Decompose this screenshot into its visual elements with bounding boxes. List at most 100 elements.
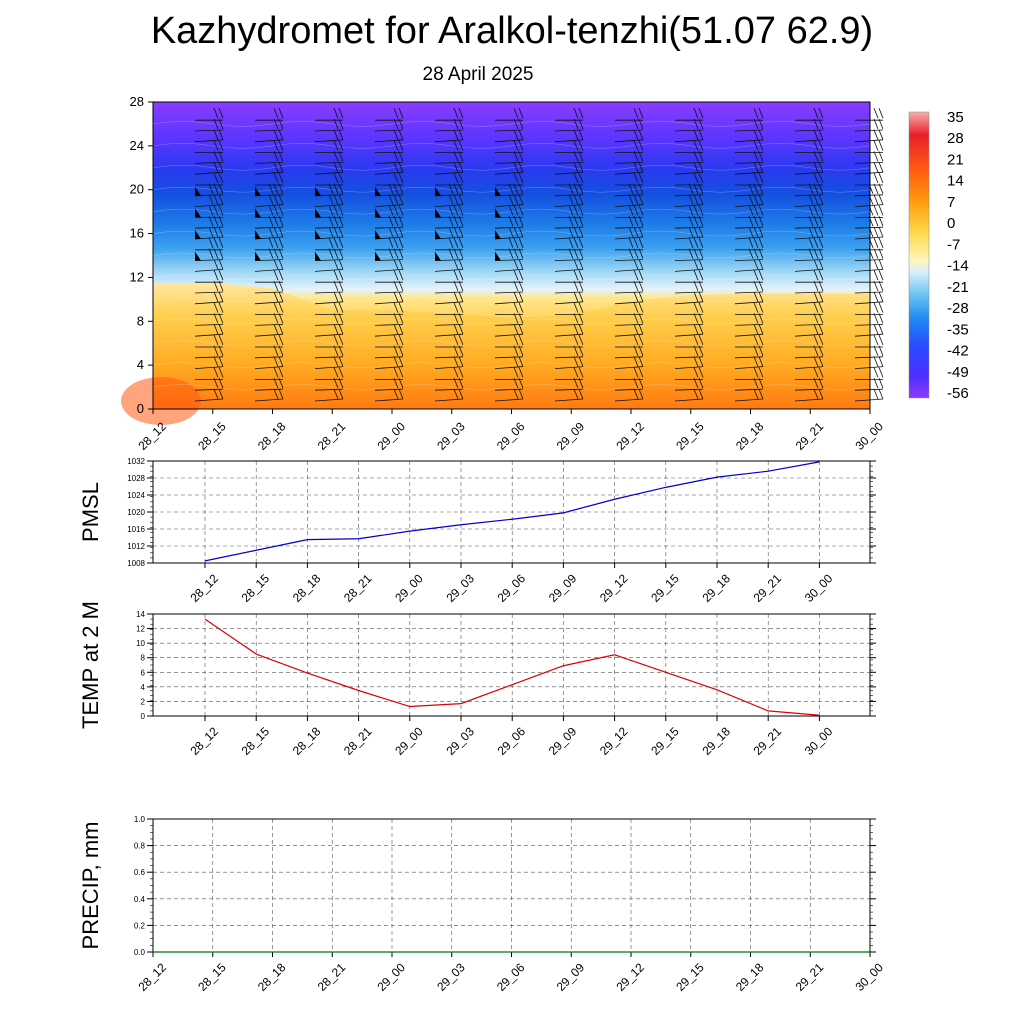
wind-barb bbox=[675, 270, 704, 283]
wind-barb bbox=[314, 118, 344, 132]
wind-barb bbox=[614, 324, 644, 337]
y-tick-label: 14 bbox=[136, 610, 145, 619]
wind-barb bbox=[674, 248, 704, 261]
wind-barb bbox=[674, 129, 704, 143]
wind-barb bbox=[494, 151, 524, 164]
wind-barb bbox=[794, 183, 824, 197]
wind-barb bbox=[674, 118, 704, 132]
wind-barb bbox=[494, 129, 524, 143]
x-tick-label: 29_21 bbox=[751, 724, 785, 758]
wind-barb bbox=[735, 237, 764, 251]
wind-barb bbox=[554, 194, 584, 207]
colorbar-label: -7 bbox=[947, 236, 960, 253]
y-tick-label: 10 bbox=[136, 639, 145, 648]
wind-barb bbox=[434, 313, 464, 326]
wind-barb bbox=[734, 194, 764, 207]
wind-barb bbox=[674, 388, 704, 402]
wind-barb bbox=[614, 226, 644, 240]
wind-barb bbox=[794, 194, 824, 207]
wind-barb bbox=[315, 140, 344, 154]
wind-barb bbox=[434, 129, 464, 143]
wind-barb bbox=[374, 313, 404, 326]
x-tick-label: 29_00 bbox=[374, 419, 408, 453]
precip-ylabel: PRECIP, mm bbox=[78, 822, 103, 950]
x-tick-label: 29_15 bbox=[673, 960, 707, 994]
x-tick-label: 29_18 bbox=[699, 724, 733, 758]
wind-barb bbox=[194, 259, 224, 272]
wind-barb bbox=[734, 280, 764, 294]
wind-barb bbox=[854, 378, 884, 391]
wind-barb bbox=[194, 356, 224, 369]
wind-barb bbox=[375, 334, 404, 348]
wind-barb bbox=[614, 216, 644, 229]
wind-barb bbox=[734, 118, 764, 132]
wind-barb bbox=[555, 205, 584, 218]
wind-barb bbox=[375, 237, 404, 251]
wind-barb bbox=[254, 345, 284, 359]
x-tick-label: 29_03 bbox=[434, 419, 468, 453]
y-tick-label: 6 bbox=[141, 668, 146, 677]
wind-barb bbox=[614, 259, 644, 272]
wind-barb bbox=[435, 205, 464, 218]
wind-barb bbox=[374, 280, 404, 294]
y-tick-label: 1028 bbox=[127, 474, 145, 483]
wind-barb bbox=[435, 334, 464, 348]
wind-barb bbox=[195, 270, 224, 283]
wind-barb bbox=[435, 302, 464, 316]
wind-barb bbox=[735, 140, 764, 154]
wind-barb bbox=[195, 108, 224, 121]
wind-barb bbox=[794, 248, 824, 261]
wind-barb bbox=[374, 291, 404, 305]
wind-barb bbox=[494, 280, 524, 294]
wind-barb bbox=[735, 270, 764, 283]
wind-barb bbox=[195, 334, 224, 348]
wind-barb bbox=[734, 162, 764, 175]
wind-barb bbox=[614, 162, 644, 175]
wind-barb bbox=[434, 259, 464, 272]
wind-barb bbox=[435, 270, 464, 283]
wind-barb bbox=[434, 388, 464, 402]
wind-barb bbox=[194, 388, 224, 402]
wind-barb bbox=[494, 183, 524, 197]
wind-barb bbox=[554, 151, 584, 164]
wind-barb bbox=[195, 237, 224, 251]
wind-barb bbox=[735, 172, 764, 186]
wind-barb bbox=[195, 172, 224, 186]
wind-barb bbox=[375, 302, 404, 316]
wind-barb bbox=[674, 378, 704, 391]
y-tick-label: 0.0 bbox=[134, 948, 146, 957]
wind-barb bbox=[855, 302, 884, 316]
wind-barb bbox=[314, 162, 344, 175]
colorbar-label: 35 bbox=[947, 109, 964, 126]
wind-barb bbox=[615, 205, 644, 218]
wind-barb bbox=[794, 118, 824, 132]
wind-barb bbox=[195, 302, 224, 316]
wind-barb bbox=[675, 367, 704, 380]
wind-barb bbox=[254, 259, 284, 272]
wind-barb bbox=[674, 226, 704, 240]
x-tick-label: 29_12 bbox=[613, 960, 647, 994]
wind-barb bbox=[675, 302, 704, 316]
wind-barb bbox=[194, 216, 224, 229]
wind-barb bbox=[614, 151, 644, 164]
wind-barb bbox=[615, 367, 644, 380]
wind-barb bbox=[614, 291, 644, 305]
wind-barb bbox=[254, 248, 284, 261]
wind-barb bbox=[194, 280, 224, 294]
wind-barb bbox=[255, 270, 284, 283]
wind-barb bbox=[255, 108, 284, 121]
wind-barb bbox=[854, 345, 884, 359]
wind-barb bbox=[554, 313, 584, 326]
wind-barb bbox=[374, 216, 404, 229]
wind-barb bbox=[614, 118, 644, 132]
x-tick-label: 29_00 bbox=[374, 960, 408, 994]
wind-barb bbox=[434, 291, 464, 305]
wind-barb bbox=[855, 140, 884, 154]
wind-barb bbox=[194, 378, 224, 391]
colorbar-label: 0 bbox=[947, 215, 955, 232]
wind-barb bbox=[434, 324, 464, 337]
wind-barb bbox=[374, 151, 404, 164]
x-tick-label: 29_09 bbox=[546, 724, 580, 758]
x-tick-label: 28_15 bbox=[195, 419, 229, 453]
wind-barb bbox=[494, 356, 524, 369]
